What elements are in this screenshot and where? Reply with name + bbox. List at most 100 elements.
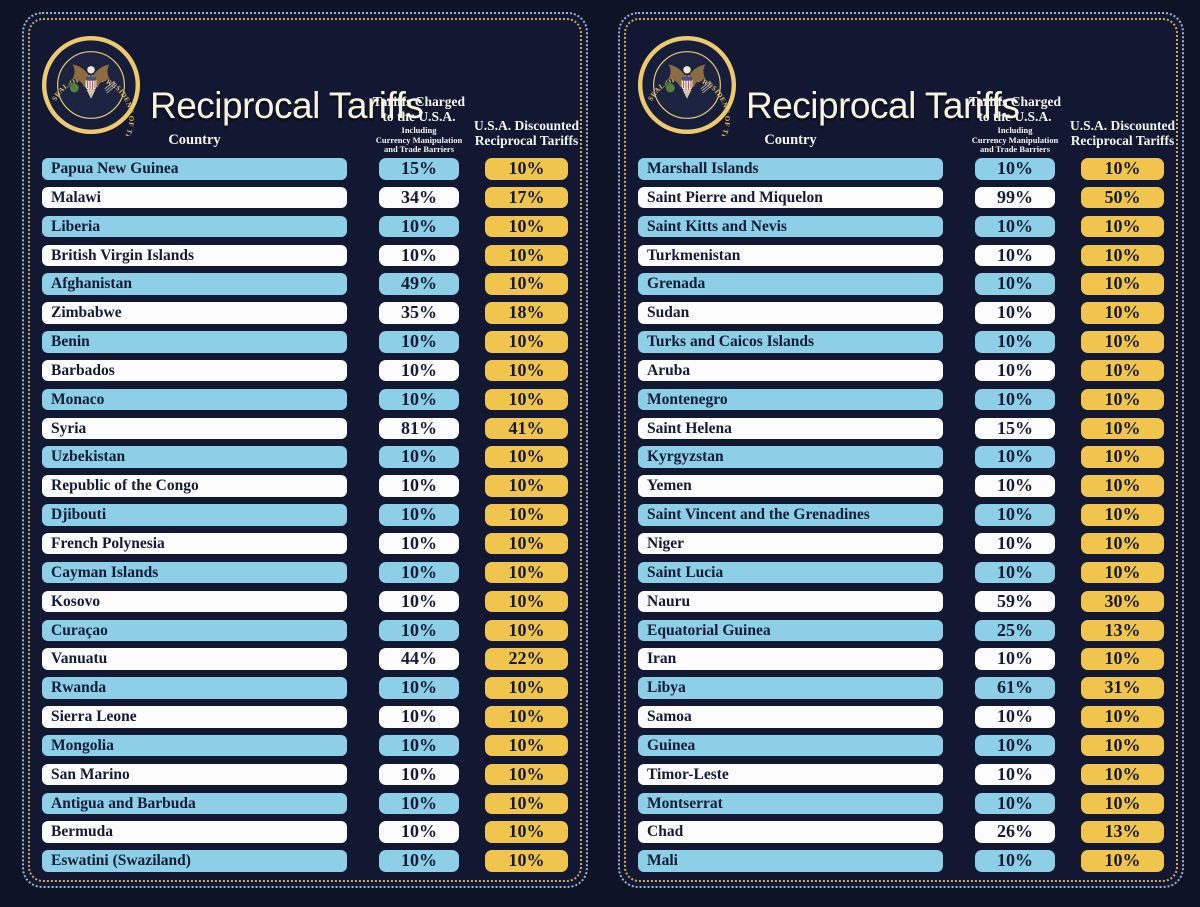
table-row: Antigua and Barbuda 10% 10% bbox=[42, 792, 568, 815]
tariff-discounted-cell: 10% bbox=[1081, 475, 1164, 497]
tariff-charged-cell: 10% bbox=[975, 359, 1055, 382]
table-row: Syria 81% 41% bbox=[42, 417, 568, 440]
table-row: Barbados 10% 10% bbox=[42, 359, 568, 382]
tariff-discounted-cell: 10% bbox=[1081, 215, 1164, 238]
tariff-discounted-cell: 13% bbox=[1081, 821, 1164, 843]
table-row: Grenada 10% 10% bbox=[638, 273, 1164, 295]
table-row: Liberia 10% 10% bbox=[42, 215, 568, 238]
country-cell: Turkmenistan bbox=[638, 244, 943, 267]
tariff-charged-cell: 10% bbox=[975, 388, 1055, 411]
discounted-header-line2: Reciprocal Tariffs bbox=[474, 133, 579, 148]
country-cell: Afghanistan bbox=[42, 273, 347, 295]
table-row: Saint Lucia 10% 10% bbox=[638, 561, 1164, 584]
tariff-charged-cell: 10% bbox=[975, 532, 1055, 555]
charged-header-line2: to the U.S.A. bbox=[978, 109, 1052, 124]
presidential-seal-icon bbox=[41, 35, 141, 136]
table-row: Saint Kitts and Nevis 10% 10% bbox=[638, 215, 1164, 238]
tariff-discounted-cell: 10% bbox=[1081, 706, 1164, 728]
table-row: Monaco 10% 10% bbox=[42, 388, 568, 411]
table-row: Eswatini (Swaziland) 10% 10% bbox=[42, 850, 568, 872]
tariff-discounted-cell: 10% bbox=[1081, 734, 1164, 757]
country-cell: Barbados bbox=[42, 359, 347, 382]
tariff-discounted-cell: 10% bbox=[485, 158, 568, 180]
country-cell: Curaçao bbox=[42, 619, 347, 641]
column-header-discounted: U.S.A. Discounted Reciprocal Tariffs bbox=[460, 118, 593, 148]
tariff-discounted-cell: 10% bbox=[1081, 417, 1164, 440]
table-row: Bermuda 10% 10% bbox=[42, 821, 568, 843]
tariff-charged-cell: 99% bbox=[975, 186, 1055, 209]
table-row: San Marino 10% 10% bbox=[42, 763, 568, 786]
tariff-charged-cell: 10% bbox=[975, 706, 1055, 728]
tariff-discounted-cell: 10% bbox=[1081, 850, 1164, 872]
tariff-discounted-cell: 10% bbox=[485, 244, 568, 267]
table-row: Saint Pierre and Miquelon 99% 50% bbox=[638, 186, 1164, 209]
tariff-charged-cell: 10% bbox=[975, 273, 1055, 295]
tariff-charged-cell: 10% bbox=[379, 359, 459, 382]
table-row: Niger 10% 10% bbox=[638, 532, 1164, 555]
table-row: Zimbabwe 35% 18% bbox=[42, 302, 568, 324]
country-cell: Vanuatu bbox=[42, 648, 347, 670]
tariff-charged-cell: 10% bbox=[379, 244, 459, 267]
discounted-header-line1: U.S.A. Discounted bbox=[473, 118, 579, 133]
tariff-charged-cell: 10% bbox=[379, 532, 459, 555]
country-cell: Sudan bbox=[638, 302, 943, 324]
tariff-discounted-cell: 10% bbox=[1081, 158, 1164, 180]
tariff-charged-cell: 10% bbox=[379, 504, 459, 526]
country-cell: Montenegro bbox=[638, 388, 943, 411]
country-cell: Papua New Guinea bbox=[42, 158, 347, 180]
country-cell: Aruba bbox=[638, 359, 943, 382]
tariff-discounted-cell: 10% bbox=[485, 388, 568, 411]
country-cell: Timor-Leste bbox=[638, 763, 943, 786]
country-cell: Monaco bbox=[42, 388, 347, 411]
country-cell: Zimbabwe bbox=[42, 302, 347, 324]
tariff-discounted-cell: 10% bbox=[485, 590, 568, 613]
tariff-table-right: Marshall Islands 10% 10% Saint Pierre and M… bbox=[638, 158, 1164, 872]
table-row: Nauru 59% 30% bbox=[638, 590, 1164, 613]
table-row: Sudan 10% 10% bbox=[638, 302, 1164, 324]
country-cell: British Virgin Islands bbox=[42, 244, 347, 267]
tariff-discounted-cell: 10% bbox=[485, 619, 568, 641]
panel-title: Reciprocal Tariffs bbox=[746, 84, 1020, 126]
country-cell: Turks and Caicos Islands bbox=[638, 331, 943, 353]
charged-header-line1: Tariffs Charged bbox=[968, 94, 1062, 109]
country-cell: Grenada bbox=[638, 273, 943, 295]
country-cell: Guinea bbox=[638, 734, 943, 757]
country-cell: Marshall Islands bbox=[638, 158, 943, 180]
country-cell: Saint Helena bbox=[638, 417, 943, 440]
table-row: Republic of the Congo 10% 10% bbox=[42, 475, 568, 497]
tariff-charged-cell: 10% bbox=[379, 561, 459, 584]
table-row: Benin 10% 10% bbox=[42, 331, 568, 353]
charged-header-sub2: Currency Manipulation bbox=[375, 134, 463, 145]
column-header-tariffs-charged: Tariffs Charged to the U.S.A. Including … bbox=[355, 94, 483, 155]
country-cell: Sierra Leone bbox=[42, 706, 347, 728]
panel-title: Reciprocal Tariffs bbox=[150, 84, 424, 126]
table-row: Marshall Islands 10% 10% bbox=[638, 158, 1164, 180]
table-row: Mongolia 10% 10% bbox=[42, 734, 568, 757]
tariff-discounted-cell: 10% bbox=[485, 850, 568, 872]
column-header-tariffs-charged: Tariffs Charged to the U.S.A. Including … bbox=[951, 94, 1079, 155]
country-cell: Republic of the Congo bbox=[42, 475, 347, 497]
table-row: Uzbekistan 10% 10% bbox=[42, 446, 568, 468]
tariff-charged-cell: 44% bbox=[379, 648, 459, 670]
column-header-country: Country bbox=[764, 132, 817, 148]
table-row: Cayman Islands 10% 10% bbox=[42, 561, 568, 584]
tariff-discounted-cell: 50% bbox=[1081, 186, 1164, 209]
tariff-charged-cell: 10% bbox=[975, 244, 1055, 267]
tariff-discounted-cell: 10% bbox=[485, 475, 568, 497]
country-cell: Benin bbox=[42, 331, 347, 353]
tariff-charged-cell: 59% bbox=[975, 590, 1055, 613]
country-cell: Cayman Islands bbox=[42, 561, 347, 584]
tariff-charged-cell: 35% bbox=[379, 302, 459, 324]
tariff-discounted-cell: 10% bbox=[1081, 532, 1164, 555]
tariff-discounted-cell: 10% bbox=[1081, 648, 1164, 670]
table-row: British Virgin Islands 10% 10% bbox=[42, 244, 568, 267]
table-row: French Polynesia 10% 10% bbox=[42, 532, 568, 555]
tariff-discounted-cell: 10% bbox=[1081, 792, 1164, 815]
presidential-seal-icon bbox=[637, 35, 737, 136]
panel-inner-border: Reciprocal Tariffs Country Tariffs Charg… bbox=[28, 18, 582, 882]
table-row: Kyrgyzstan 10% 10% bbox=[638, 446, 1164, 468]
country-cell: San Marino bbox=[42, 763, 347, 786]
table-row: Aruba 10% 10% bbox=[638, 359, 1164, 382]
tariff-charged-cell: 10% bbox=[379, 446, 459, 468]
